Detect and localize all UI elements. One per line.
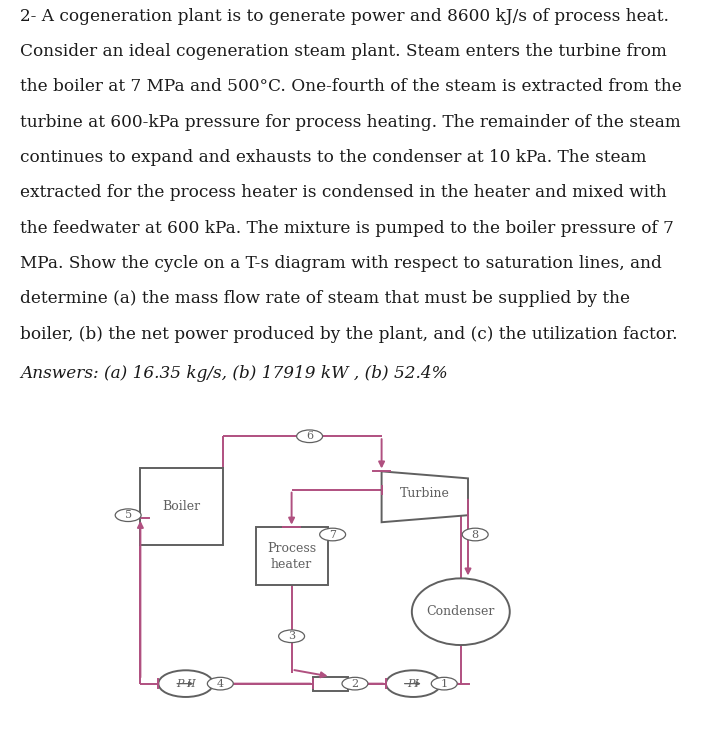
Text: 2- A cogeneration plant is to generate power and 8600 kJ/s of process heat.: 2- A cogeneration plant is to generate p… bbox=[20, 7, 669, 25]
Text: 8: 8 bbox=[472, 529, 479, 539]
Text: 5: 5 bbox=[125, 510, 132, 520]
Text: P II: P II bbox=[176, 678, 196, 689]
Circle shape bbox=[158, 670, 213, 697]
Text: 6: 6 bbox=[306, 431, 313, 442]
Circle shape bbox=[342, 678, 368, 690]
Text: PI: PI bbox=[408, 678, 419, 689]
Text: MPa. Show the cycle on a T-s diagram with respect to saturation lines, and: MPa. Show the cycle on a T-s diagram wit… bbox=[20, 255, 662, 272]
Text: 2: 2 bbox=[351, 678, 359, 689]
Text: Answers: (a) 16.35 kg/s, (b) 17919 kW , (b) 52.4%: Answers: (a) 16.35 kg/s, (b) 17919 kW , … bbox=[20, 365, 448, 382]
Circle shape bbox=[207, 678, 233, 690]
Circle shape bbox=[279, 630, 305, 643]
Circle shape bbox=[386, 670, 441, 697]
Text: 4: 4 bbox=[217, 678, 224, 689]
Circle shape bbox=[115, 509, 141, 521]
Circle shape bbox=[297, 430, 323, 442]
Text: Turbine: Turbine bbox=[400, 487, 450, 500]
Text: Process
heater: Process heater bbox=[267, 542, 316, 571]
Circle shape bbox=[462, 529, 488, 541]
Circle shape bbox=[320, 529, 346, 541]
Bar bbox=[140, 468, 223, 545]
Text: the feedwater at 600 kPa. The mixture is pumped to the boiler pressure of 7: the feedwater at 600 kPa. The mixture is… bbox=[20, 220, 674, 237]
Text: extracted for the process heater is condensed in the heater and mixed with: extracted for the process heater is cond… bbox=[20, 184, 667, 201]
Text: continues to expand and exhausts to the condenser at 10 kPa. The steam: continues to expand and exhausts to the … bbox=[20, 149, 647, 166]
Text: determine (a) the mass flow rate of steam that must be supplied by the: determine (a) the mass flow rate of stea… bbox=[20, 290, 630, 308]
Text: the boiler at 7 MPa and 500°C. One-fourth of the steam is extracted from the: the boiler at 7 MPa and 500°C. One-fourt… bbox=[20, 78, 682, 95]
Text: boiler, (b) the net power produced by the plant, and (c) the utilization factor.: boiler, (b) the net power produced by th… bbox=[20, 326, 678, 343]
Text: turbine at 600-kPa pressure for process heating. The remainder of the steam: turbine at 600-kPa pressure for process … bbox=[20, 113, 681, 131]
Text: Consider an ideal cogeneration steam plant. Steam enters the turbine from: Consider an ideal cogeneration steam pla… bbox=[20, 43, 667, 60]
Text: Boiler: Boiler bbox=[163, 500, 201, 513]
Ellipse shape bbox=[412, 578, 510, 645]
Polygon shape bbox=[382, 471, 468, 522]
Bar bbox=[256, 528, 328, 586]
Bar bbox=[313, 677, 348, 691]
Text: 3: 3 bbox=[288, 632, 295, 641]
Text: 7: 7 bbox=[329, 529, 336, 539]
Circle shape bbox=[431, 678, 457, 690]
Text: 1: 1 bbox=[441, 678, 448, 689]
Text: Condenser: Condenser bbox=[427, 605, 495, 618]
